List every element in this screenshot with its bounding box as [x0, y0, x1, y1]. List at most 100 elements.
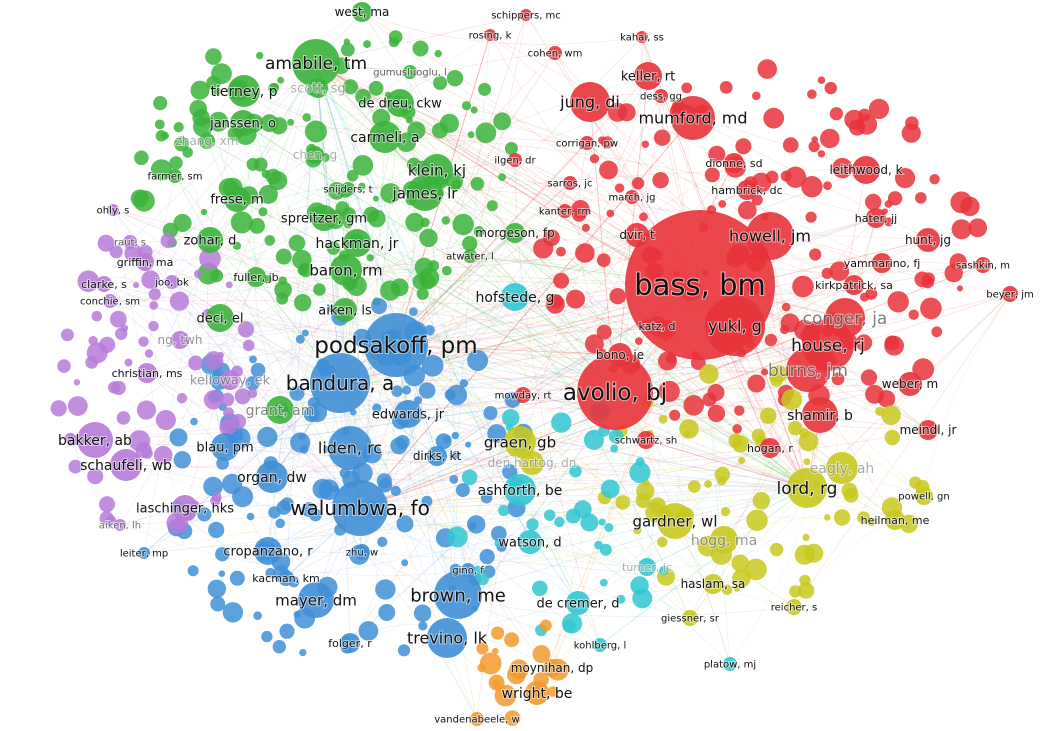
network-node: [275, 518, 286, 529]
network-node: [220, 392, 235, 407]
network-node: [476, 642, 489, 655]
network-node: [566, 289, 585, 309]
network-node: [714, 466, 730, 483]
label-layer: bass, bm avolio, bj yukl, g house, rj howell…: [57, 4, 1035, 726]
network-node: [413, 604, 432, 622]
network-edge: [359, 507, 579, 604]
network-node: [173, 213, 192, 233]
network-node: [256, 51, 264, 60]
network-node: [865, 287, 878, 300]
network-edge: [271, 188, 349, 478]
node-label: beyer, jm: [986, 290, 1034, 301]
network-edge: [315, 62, 531, 543]
network-node: [931, 326, 943, 338]
network-node: [669, 409, 681, 421]
network-node: [802, 533, 810, 542]
network-edge: [384, 136, 877, 219]
node-label: dvir, t: [619, 228, 655, 242]
network-edge: [144, 34, 491, 263]
network-node: [390, 437, 408, 455]
network-edge: [339, 382, 616, 393]
network-edge: [315, 62, 531, 543]
network-node: [253, 157, 268, 172]
network-node: [340, 633, 360, 653]
network-edge: [219, 317, 621, 356]
node-label: ng, twh: [158, 333, 203, 347]
network-node: [544, 509, 556, 521]
network-node: [554, 516, 565, 528]
network-node: [625, 223, 649, 247]
node-label: burns, jm: [768, 361, 848, 381]
network-edge: [109, 300, 361, 509]
node-label: den hartog, dn: [488, 456, 577, 470]
network-node: [606, 209, 615, 218]
network-node: [312, 478, 333, 500]
network-node: [253, 611, 262, 620]
network-node: [719, 81, 733, 94]
network-node: [797, 582, 815, 599]
network-node: [829, 261, 850, 282]
network-node: [728, 433, 743, 448]
network-node: [443, 435, 451, 444]
network-edge: [519, 465, 925, 497]
node-label: mayer, dm: [275, 591, 357, 609]
network-node: [787, 468, 827, 508]
network-node: [802, 397, 838, 433]
network-node: [799, 427, 810, 438]
node-label: farmer, sm: [148, 172, 203, 183]
node-label: kanter, rm: [539, 207, 591, 218]
network-node: [832, 157, 853, 179]
node-label: chen, g: [293, 148, 337, 162]
network-node: [446, 70, 464, 87]
network-node: [221, 422, 228, 429]
network-edge: [395, 182, 571, 346]
network-edge: [109, 95, 662, 302]
network-node: [699, 364, 719, 384]
network-node: [96, 276, 112, 292]
network-node: [67, 396, 88, 416]
network-node: [884, 429, 900, 446]
network-node: [99, 496, 115, 513]
network-node: [412, 40, 429, 57]
network-node: [898, 372, 922, 396]
network-node: [219, 419, 236, 436]
network-node: [330, 254, 362, 286]
network-node: [703, 574, 723, 594]
node-label: moynihan, dp: [511, 661, 594, 675]
network-node: [247, 388, 258, 399]
network-node: [908, 309, 919, 320]
node-label: folger, r: [328, 637, 372, 650]
network-node: [950, 191, 973, 214]
network-node: [488, 674, 505, 691]
node-label: bakker, ab: [58, 433, 132, 449]
network-node: [289, 385, 305, 401]
node-label: lord, rg: [777, 479, 838, 499]
network-node: [225, 281, 233, 289]
network-node: [539, 619, 552, 632]
network-node: [478, 82, 492, 96]
network-node: [570, 82, 610, 122]
network-node: [542, 229, 560, 247]
network-node: [688, 480, 701, 493]
network-node: [451, 179, 462, 190]
node-label: jung, di: [559, 93, 620, 112]
network-node: [190, 417, 198, 426]
network-edge: [103, 257, 984, 285]
network-node: [77, 422, 113, 458]
network-node: [200, 208, 208, 216]
node-label: gino, f: [452, 566, 484, 577]
network-node: [599, 543, 612, 556]
network-node: [475, 122, 497, 144]
network-edge: [143, 90, 245, 554]
node-label: gumusluoglu, l: [373, 68, 447, 79]
network-node: [811, 136, 818, 143]
network-node: [504, 426, 536, 458]
network-node: [492, 647, 499, 655]
node-label: mumford, md: [638, 109, 747, 128]
node-label: sashkin, m: [956, 261, 1010, 272]
node-label: amabile, tm: [265, 54, 367, 74]
network-node: [375, 579, 396, 600]
network-node: [562, 613, 583, 634]
network-node: [441, 216, 450, 225]
node-label: howell, jm: [729, 227, 811, 246]
